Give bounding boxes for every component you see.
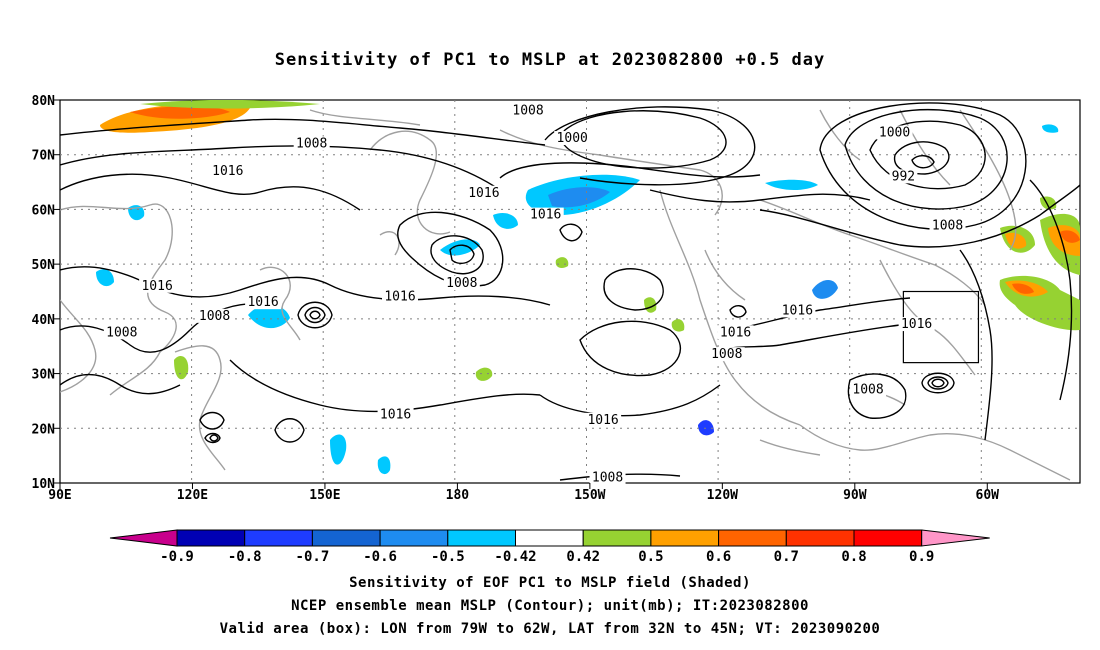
contour-label-bg [510, 103, 547, 118]
lat-label: 50N [32, 258, 56, 273]
lat-label: 80N [32, 94, 56, 109]
lon-label: 150E [309, 488, 340, 503]
lon-label: 120W [707, 488, 738, 503]
contour-label-bg [245, 295, 282, 310]
contour-label: 1016 [247, 295, 278, 310]
lat-label: 40N [32, 313, 56, 328]
contour-label-bg [850, 382, 887, 397]
contour-label: 1008 [592, 470, 623, 485]
contour-label-bg [898, 317, 935, 332]
lat-label: 60N [32, 203, 56, 218]
colorbar-label: 0.9 [909, 549, 934, 565]
contour-label: 1008 [512, 104, 543, 119]
contour-label-bg [443, 276, 480, 291]
colorbar-segment [447, 529, 516, 547]
contour-label-bg [889, 169, 918, 184]
contour-label-bg [465, 185, 502, 200]
contour-label: 1016 [782, 303, 813, 318]
contour-label-bg [554, 131, 591, 146]
colorbar-label: 0.7 [774, 549, 799, 565]
contour-label-bg [209, 163, 246, 178]
colorbar-label: 0.6 [706, 549, 731, 565]
colorbar-label: -0.7 [296, 549, 330, 565]
contour-label: 1008 [852, 383, 883, 398]
contour-label: 1016 [384, 290, 415, 305]
colorbar-label: -0.6 [363, 549, 397, 565]
contour-label-bg [929, 218, 966, 233]
contour-label-bg [876, 125, 913, 140]
colorbar-segment [515, 529, 584, 547]
colorbar-segment [379, 529, 449, 547]
contour-label-bg [585, 412, 622, 427]
colorbar-label: -0.5 [431, 549, 465, 565]
contour-label: 1016 [530, 208, 561, 223]
contour-label: 1016 [380, 407, 411, 422]
contour-label: 1008 [106, 325, 137, 340]
contour-label-bg [196, 308, 233, 323]
contour-label: 1000 [557, 131, 588, 146]
contour-label: 1016 [212, 164, 243, 179]
contour-label: 1008 [296, 137, 327, 152]
colorbar-segment [311, 529, 381, 547]
colorbar: -0.9 -0.8 -0.7 -0.6 -0.5 -0.42 0.42 0.5 0.6 0.7 0.… [109, 529, 990, 565]
colorbar-segment [785, 529, 855, 547]
colorbar-label: 0.42 [566, 549, 600, 565]
contour-label: 992 [892, 169, 915, 184]
contour-label-bg [717, 325, 754, 340]
lon-label: 120E [177, 488, 208, 503]
lat-label: 20N [32, 422, 56, 437]
caption-line-1: Sensitivity of EOF PC1 to MSLP field (Sh… [349, 575, 751, 591]
chart-title: Sensitivity of PC1 to MSLP at 2023082800… [274, 50, 826, 70]
colorbar-segment [582, 529, 652, 547]
lon-axis-labels: 90E 120E 150E 180 150W 120W 90W 60W [48, 483, 999, 503]
contour-label-bg [293, 136, 330, 151]
contour-label: 1008 [446, 276, 477, 291]
lon-label: 150W [574, 488, 605, 503]
caption-line-2: NCEP ensemble mean MSLP (Contour); unit(… [291, 598, 809, 614]
colorbar-segment [176, 529, 246, 547]
colorbar-label: -0.42 [494, 549, 536, 565]
contour-label-bg [779, 303, 816, 318]
contour-label: 1016 [901, 317, 932, 332]
colorbar-label: 0.5 [638, 549, 663, 565]
contour-label: 1016 [587, 413, 618, 428]
lat-axis-labels: 80N 70N 60N 50N 40N 30N 20N 10N [32, 94, 60, 492]
shaded-sensitivity [96, 100, 1080, 475]
contour-label-bg [708, 347, 745, 362]
colorbar-segment [244, 529, 313, 547]
lat-label: 30N [32, 368, 56, 383]
lon-label: 60W [976, 488, 1000, 503]
contour-label: 1016 [720, 325, 751, 340]
contour-label-bg [527, 207, 564, 222]
contour-labels: 1008 1016 1008 1000 1016 1016 1000 992 1008 1016 1… [103, 103, 966, 485]
lat-label: 70N [32, 149, 56, 164]
lon-label: 90W [843, 488, 867, 503]
colorbar-high-triangle [921, 529, 990, 547]
lat-label: 10N [32, 477, 56, 492]
contour-label: 1008 [932, 219, 963, 234]
contour-label-bg [139, 278, 176, 293]
lon-label: 90E [48, 488, 71, 503]
colorbar-segment [853, 529, 923, 547]
colorbar-label: -0.9 [160, 549, 194, 565]
contour-label-bg [103, 325, 140, 340]
lon-label: 180 [446, 488, 470, 503]
coastlines [60, 109, 1071, 481]
contour-label: 1008 [199, 309, 230, 324]
contour-label-bg [382, 289, 418, 304]
colorbar-segment [650, 529, 720, 547]
colorbar-label: -0.8 [228, 549, 262, 565]
colorbar-label: 0.8 [841, 549, 866, 565]
contour-label: 1008 [711, 347, 742, 362]
contour-label: 1016 [141, 279, 172, 294]
contour-label-bg [589, 470, 626, 485]
contour-label-bg [377, 407, 414, 422]
contour-label: 1000 [879, 126, 910, 141]
caption-line-3: Valid area (box): LON from 79W to 62W, L… [219, 621, 881, 637]
contour-label: 1016 [468, 186, 499, 201]
colorbar-low-triangle [109, 529, 178, 547]
colorbar-segment [718, 529, 787, 547]
